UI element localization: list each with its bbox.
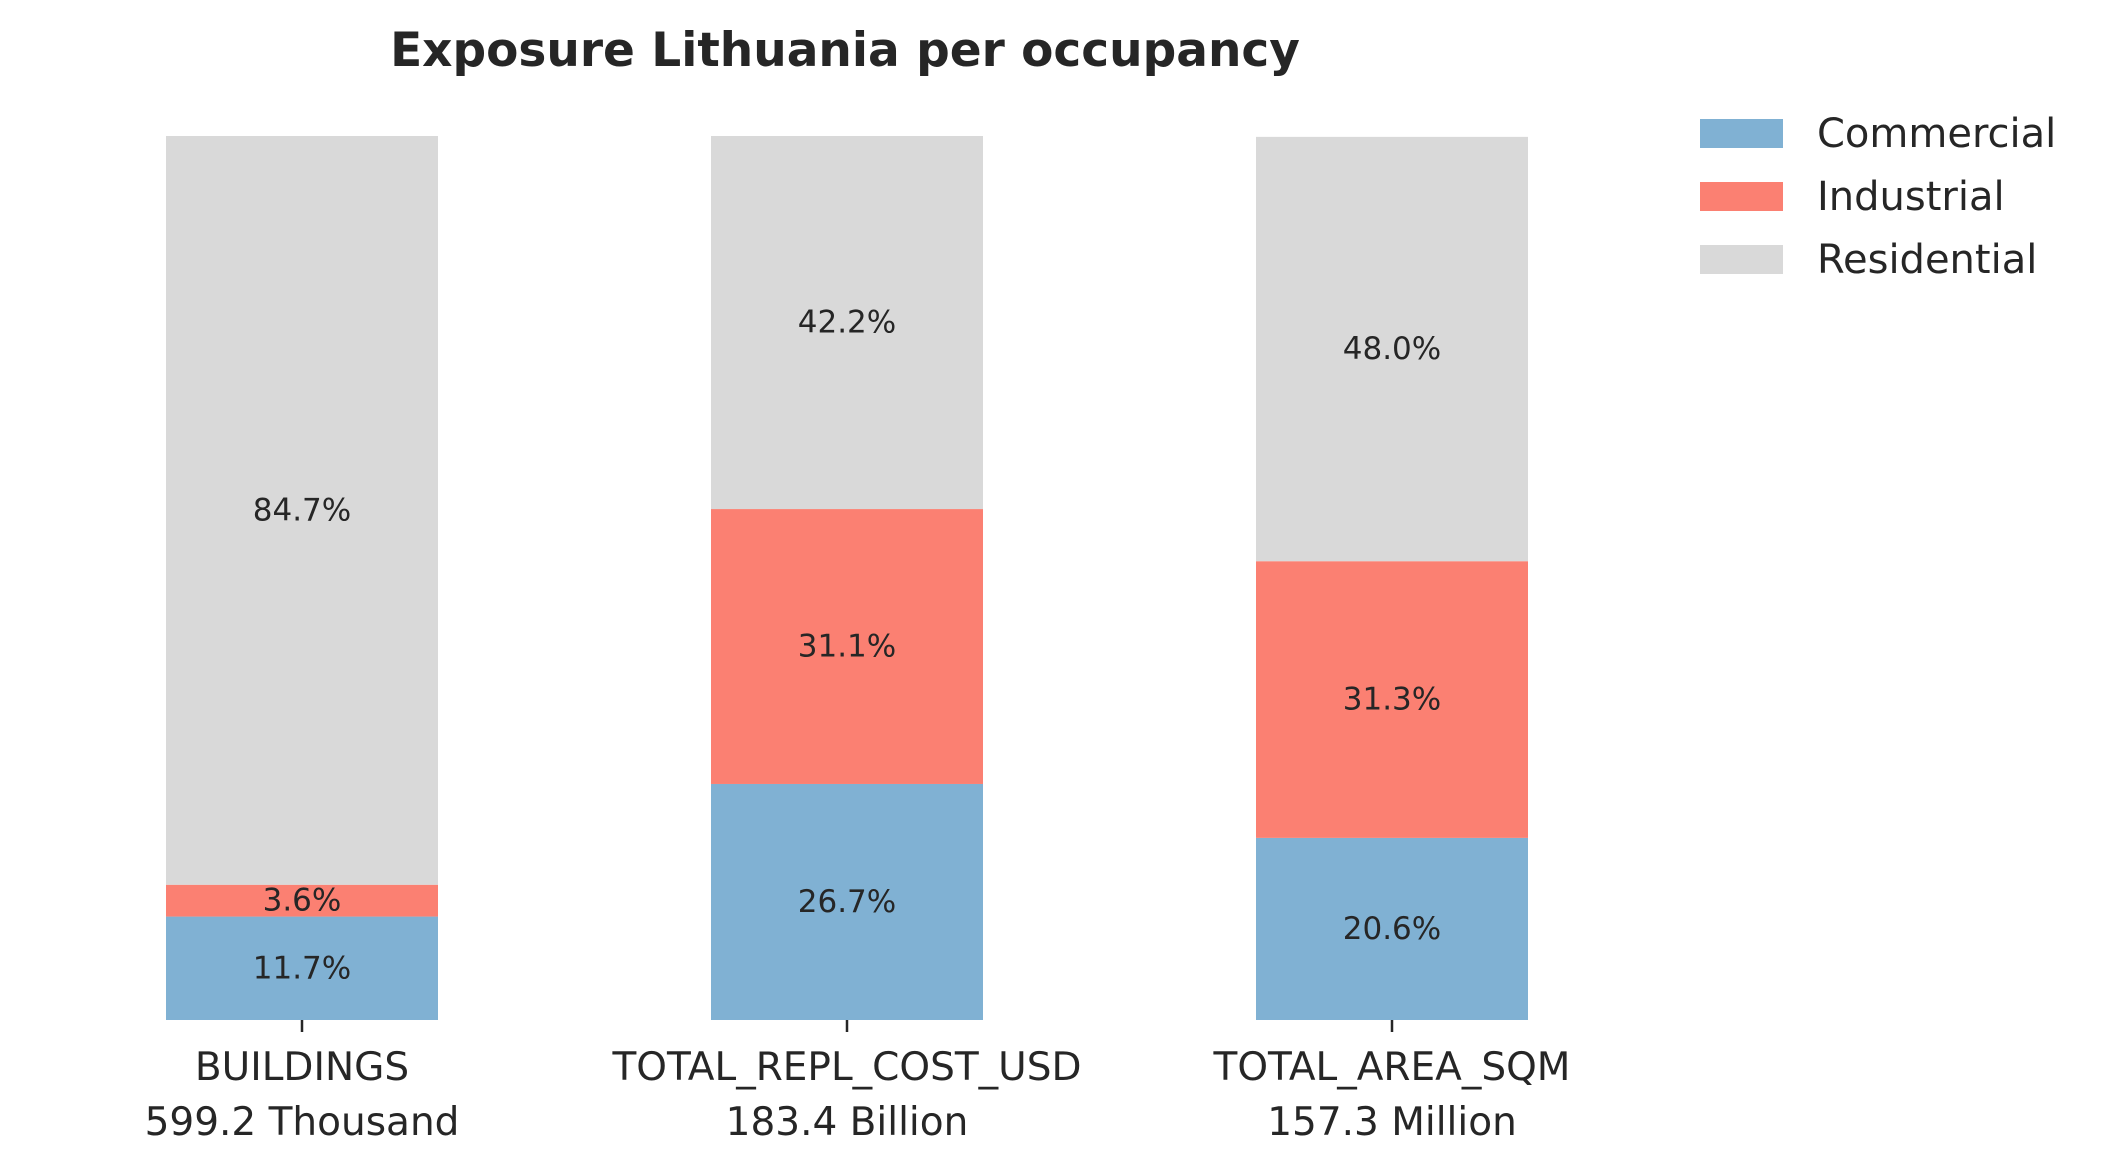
x-axis: BUILDINGS 599.2 Thousand TOTAL_REPL_COST_U…	[145, 1020, 1571, 1145]
data-label-total-repl-cost-usd-commercial: 26.7%	[798, 884, 896, 920]
x-tick-label-buildings: BUILDINGS	[195, 1045, 409, 1090]
data-label-buildings-industrial: 3.6%	[263, 883, 342, 919]
data-label-buildings-commercial: 11.7%	[253, 950, 351, 986]
data-label-buildings-residential: 84.7%	[253, 492, 351, 528]
legend-label-commercial: Commercial	[1817, 111, 2056, 157]
x-tick-total-total-repl-cost-usd: 183.4 Billion	[726, 1100, 969, 1145]
legend-swatch-residential	[1700, 245, 1783, 274]
data-label-total-repl-cost-usd-industrial: 31.1%	[798, 629, 896, 665]
legend-label-residential: Residential	[1817, 237, 2037, 283]
chart-title: Exposure Lithuania per occupancy	[390, 23, 1300, 78]
x-tick-total-buildings: 599.2 Thousand	[145, 1100, 460, 1145]
data-label-total-area-sqm-commercial: 20.6%	[1343, 911, 1441, 947]
legend-swatch-commercial	[1700, 119, 1783, 148]
x-tick-total-total-area-sqm: 157.3 Million	[1267, 1100, 1517, 1145]
data-label-total-area-sqm-industrial: 31.3%	[1343, 682, 1441, 718]
legend-label-industrial: Industrial	[1817, 174, 2005, 220]
x-tick-label-total-repl-cost-usd: TOTAL_REPL_COST_USD	[611, 1045, 1081, 1090]
x-tick-label-total-area-sqm: TOTAL_AREA_SQM	[1213, 1045, 1571, 1090]
legend: Commercial Industrial Residential	[1700, 111, 2056, 283]
data-label-total-area-sqm-residential: 48.0%	[1343, 331, 1441, 367]
legend-swatch-industrial	[1700, 182, 1783, 211]
data-label-total-repl-cost-usd-residential: 42.2%	[798, 305, 896, 341]
